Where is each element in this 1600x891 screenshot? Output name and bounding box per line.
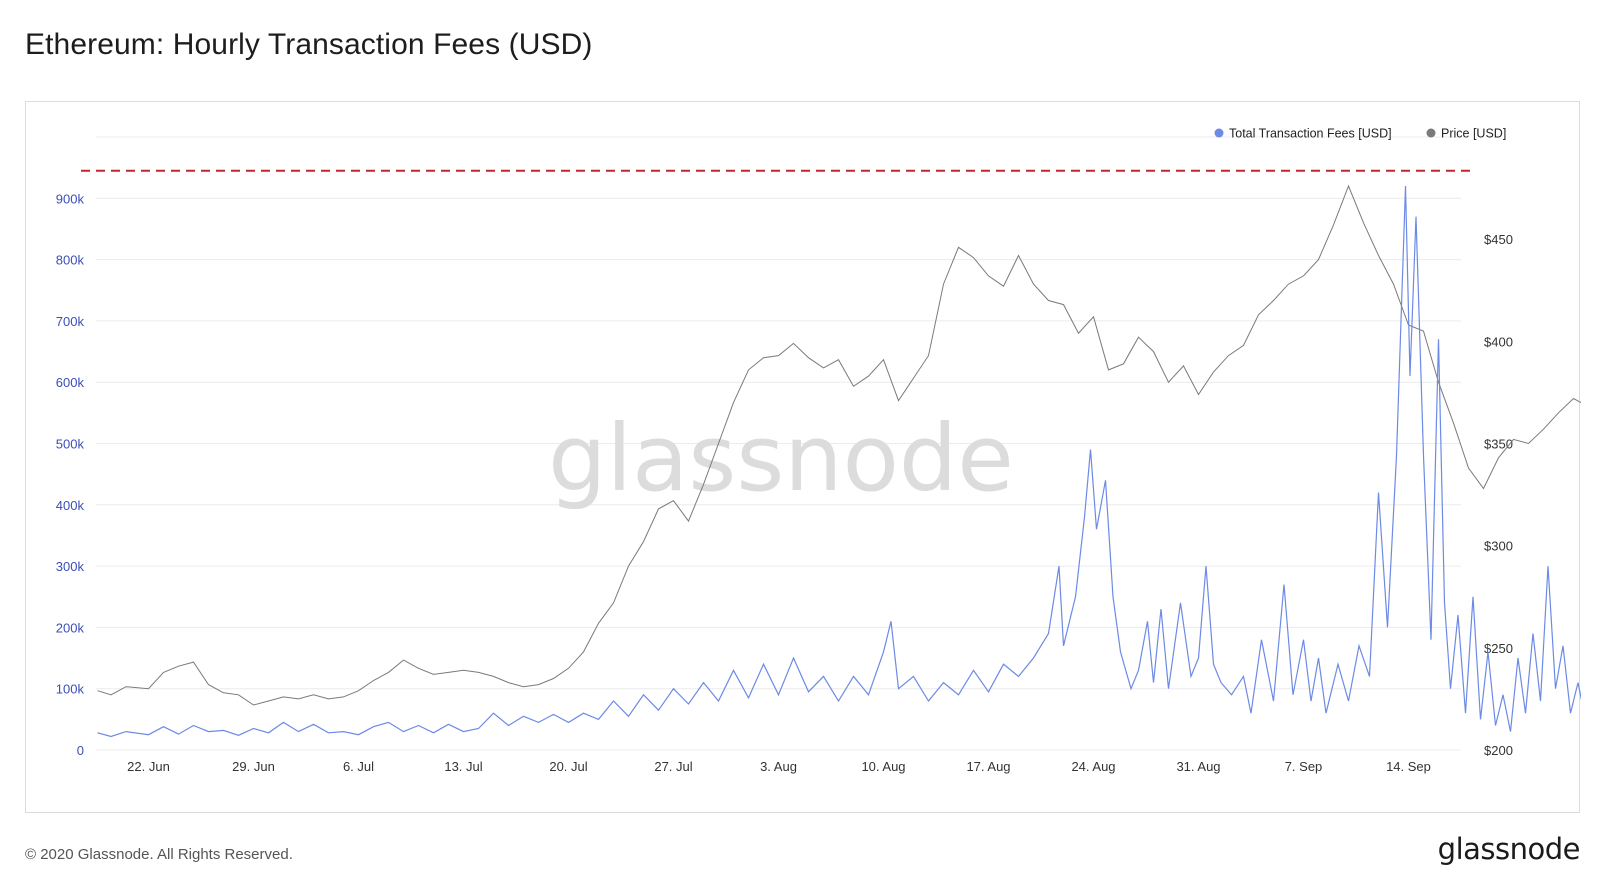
y-left-tick-label: 700k xyxy=(56,314,85,329)
x-tick-label: 7. Sep xyxy=(1285,759,1323,774)
y-left-tick-label: 0 xyxy=(77,743,84,758)
y-right-tick-label: $450 xyxy=(1484,232,1513,247)
fees-series-line xyxy=(97,185,1581,738)
y-left-tick-label: 300k xyxy=(56,559,85,574)
legend-price-marker xyxy=(1426,128,1436,138)
copyright-footer: © 2020 Glassnode. All Rights Reserved. xyxy=(25,846,293,863)
x-tick-label: 14. Sep xyxy=(1386,759,1431,774)
x-tick-label: 27. Jul xyxy=(654,759,692,774)
chart-legend: Total Transaction Fees [USD] Price [USD] xyxy=(1214,127,1506,141)
y-right-tick-label: $300 xyxy=(1484,539,1513,554)
x-tick-label: 13. Jul xyxy=(444,759,482,774)
x-tick-label: 10. Aug xyxy=(861,759,905,774)
y-left-tick-label: 100k xyxy=(56,682,85,697)
x-tick-label: 20. Jul xyxy=(549,759,587,774)
axis-ticks: 0 100k 200k 300k 400k 500k 600k 700k 800k 900k $20… xyxy=(56,191,1513,774)
y-right-tick-label: $250 xyxy=(1484,641,1513,656)
x-tick-label: 31. Aug xyxy=(1176,759,1220,774)
x-tick-label: 6. Jul xyxy=(343,759,374,774)
y-left-tick-label: 400k xyxy=(56,498,85,513)
y-left-tick-label: 600k xyxy=(56,375,85,390)
x-tick-label: 24. Aug xyxy=(1071,759,1115,774)
grid-lines xyxy=(96,136,1461,751)
price-series-line xyxy=(97,184,1581,706)
x-tick-label: 29. Jun xyxy=(232,759,275,774)
x-tick-label: 22. Jun xyxy=(127,759,170,774)
y-right-tick-label: $350 xyxy=(1484,437,1513,452)
watermark: glassnode xyxy=(548,405,1014,512)
legend-fees-marker xyxy=(1214,128,1224,138)
y-left-tick-label: 500k xyxy=(56,437,85,452)
chart-panel: glassnode 0 100k 200k 300k 400k 500k 600k 700k 8… xyxy=(25,101,1581,813)
y-right-tick-label: $400 xyxy=(1484,334,1513,349)
chart-svg: glassnode 0 100k 200k 300k 400k 500k 600k 700k 8… xyxy=(56,127,1581,774)
brand-logo: glassnode xyxy=(1437,832,1581,866)
legend-fees-label: Total Transaction Fees [USD] xyxy=(1229,127,1392,141)
y-right-tick-label: $200 xyxy=(1484,743,1513,758)
legend-price-label: Price [USD] xyxy=(1441,127,1506,141)
y-left-tick-label: 200k xyxy=(56,620,85,635)
y-left-tick-label: 800k xyxy=(56,253,85,268)
x-tick-label: 17. Aug xyxy=(966,759,1010,774)
chart-title: Ethereum: Hourly Transaction Fees (USD) xyxy=(25,28,593,61)
x-tick-label: 3. Aug xyxy=(760,759,797,774)
y-left-tick-label: 900k xyxy=(56,191,85,206)
